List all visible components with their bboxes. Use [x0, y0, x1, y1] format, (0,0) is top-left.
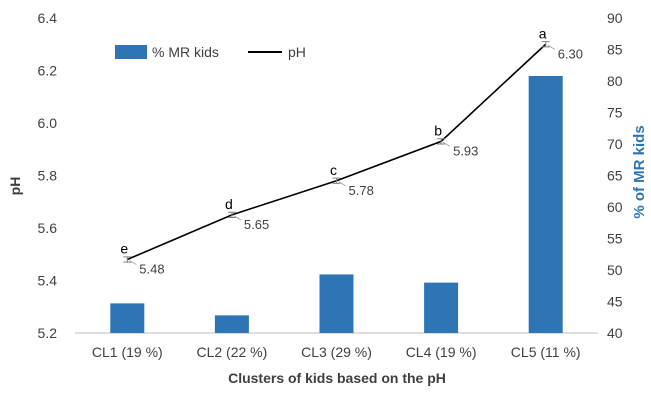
significance-letter: b: [434, 122, 442, 138]
y2-tick-label: 90: [607, 10, 623, 26]
y2-tick-label: 50: [607, 262, 623, 278]
y-tick-label: 5.2: [38, 325, 58, 341]
y2-tick-label: 45: [607, 294, 623, 310]
legend-label-mr-kids: % MR kids: [152, 44, 219, 60]
legend: % MR kids pH: [115, 44, 306, 60]
significance-letter: a: [539, 25, 547, 41]
data-label: 6.30: [558, 46, 583, 61]
y2-tick-label: 70: [607, 136, 623, 152]
axes-layer: 5.2 5.4 5.6 5.8 6.0 6.2 6.4 40 45 50 55 60 65 70 75 80 8…: [38, 10, 623, 360]
labels-layer: 5.48 e 5.65 d 5.78 c 5.93 b 6.30 a: [120, 25, 583, 276]
x-tick-label: CL5 (11 %): [511, 344, 581, 360]
leader-line: [338, 181, 346, 187]
leader-line: [233, 215, 242, 221]
significance-letter: d: [225, 196, 233, 212]
y-tick-label: 6.0: [38, 115, 58, 131]
x-tick-label: CL2 (22 %): [196, 344, 267, 360]
legend-label-ph: pH: [288, 44, 306, 60]
line-layer: [123, 41, 555, 265]
bar: [214, 315, 249, 333]
y-tick-label: 6.2: [38, 63, 58, 79]
bar: [424, 282, 459, 333]
x-axis-title: Clusters of kids based on the pH: [228, 370, 446, 386]
y-tick-label: 5.4: [38, 273, 58, 289]
y2-tick-label: 40: [607, 325, 623, 341]
bars-layer: [110, 75, 563, 334]
data-label: 5.65: [244, 217, 269, 232]
bar: [110, 303, 145, 333]
significance-letter: e: [120, 241, 128, 257]
x-tick-label: CL4 (19 %): [406, 344, 477, 360]
y-tick-label: 5.6: [38, 220, 58, 236]
y2-axis-title: % of MR kids: [631, 125, 648, 218]
bar: [528, 75, 563, 334]
y-tick-label: 5.8: [38, 168, 58, 184]
leader-line: [129, 260, 137, 265]
leader-line: [547, 44, 555, 50]
y-axis-title: pH: [7, 177, 23, 196]
data-label: 5.93: [453, 143, 478, 158]
y2-tick-label: 85: [607, 42, 623, 58]
y2-tick-label: 65: [607, 168, 623, 184]
y2-tick-label: 60: [607, 199, 623, 215]
y2-tick-label: 55: [607, 231, 623, 247]
leader-line: [442, 141, 451, 147]
bar: [319, 274, 354, 333]
data-label: 5.48: [139, 262, 164, 277]
x-tick-label: CL3 (29 %): [301, 344, 372, 360]
y2-tick-label: 80: [607, 73, 623, 89]
significance-letter: c: [330, 162, 337, 178]
legend-swatch-mr-kids: [115, 45, 147, 59]
ph-series-line: [126, 43, 547, 261]
data-label: 5.78: [349, 183, 374, 198]
y2-tick-label: 75: [607, 105, 623, 121]
y-tick-label: 6.4: [38, 10, 58, 26]
x-tick-label: CL1 (19 %): [92, 344, 163, 360]
